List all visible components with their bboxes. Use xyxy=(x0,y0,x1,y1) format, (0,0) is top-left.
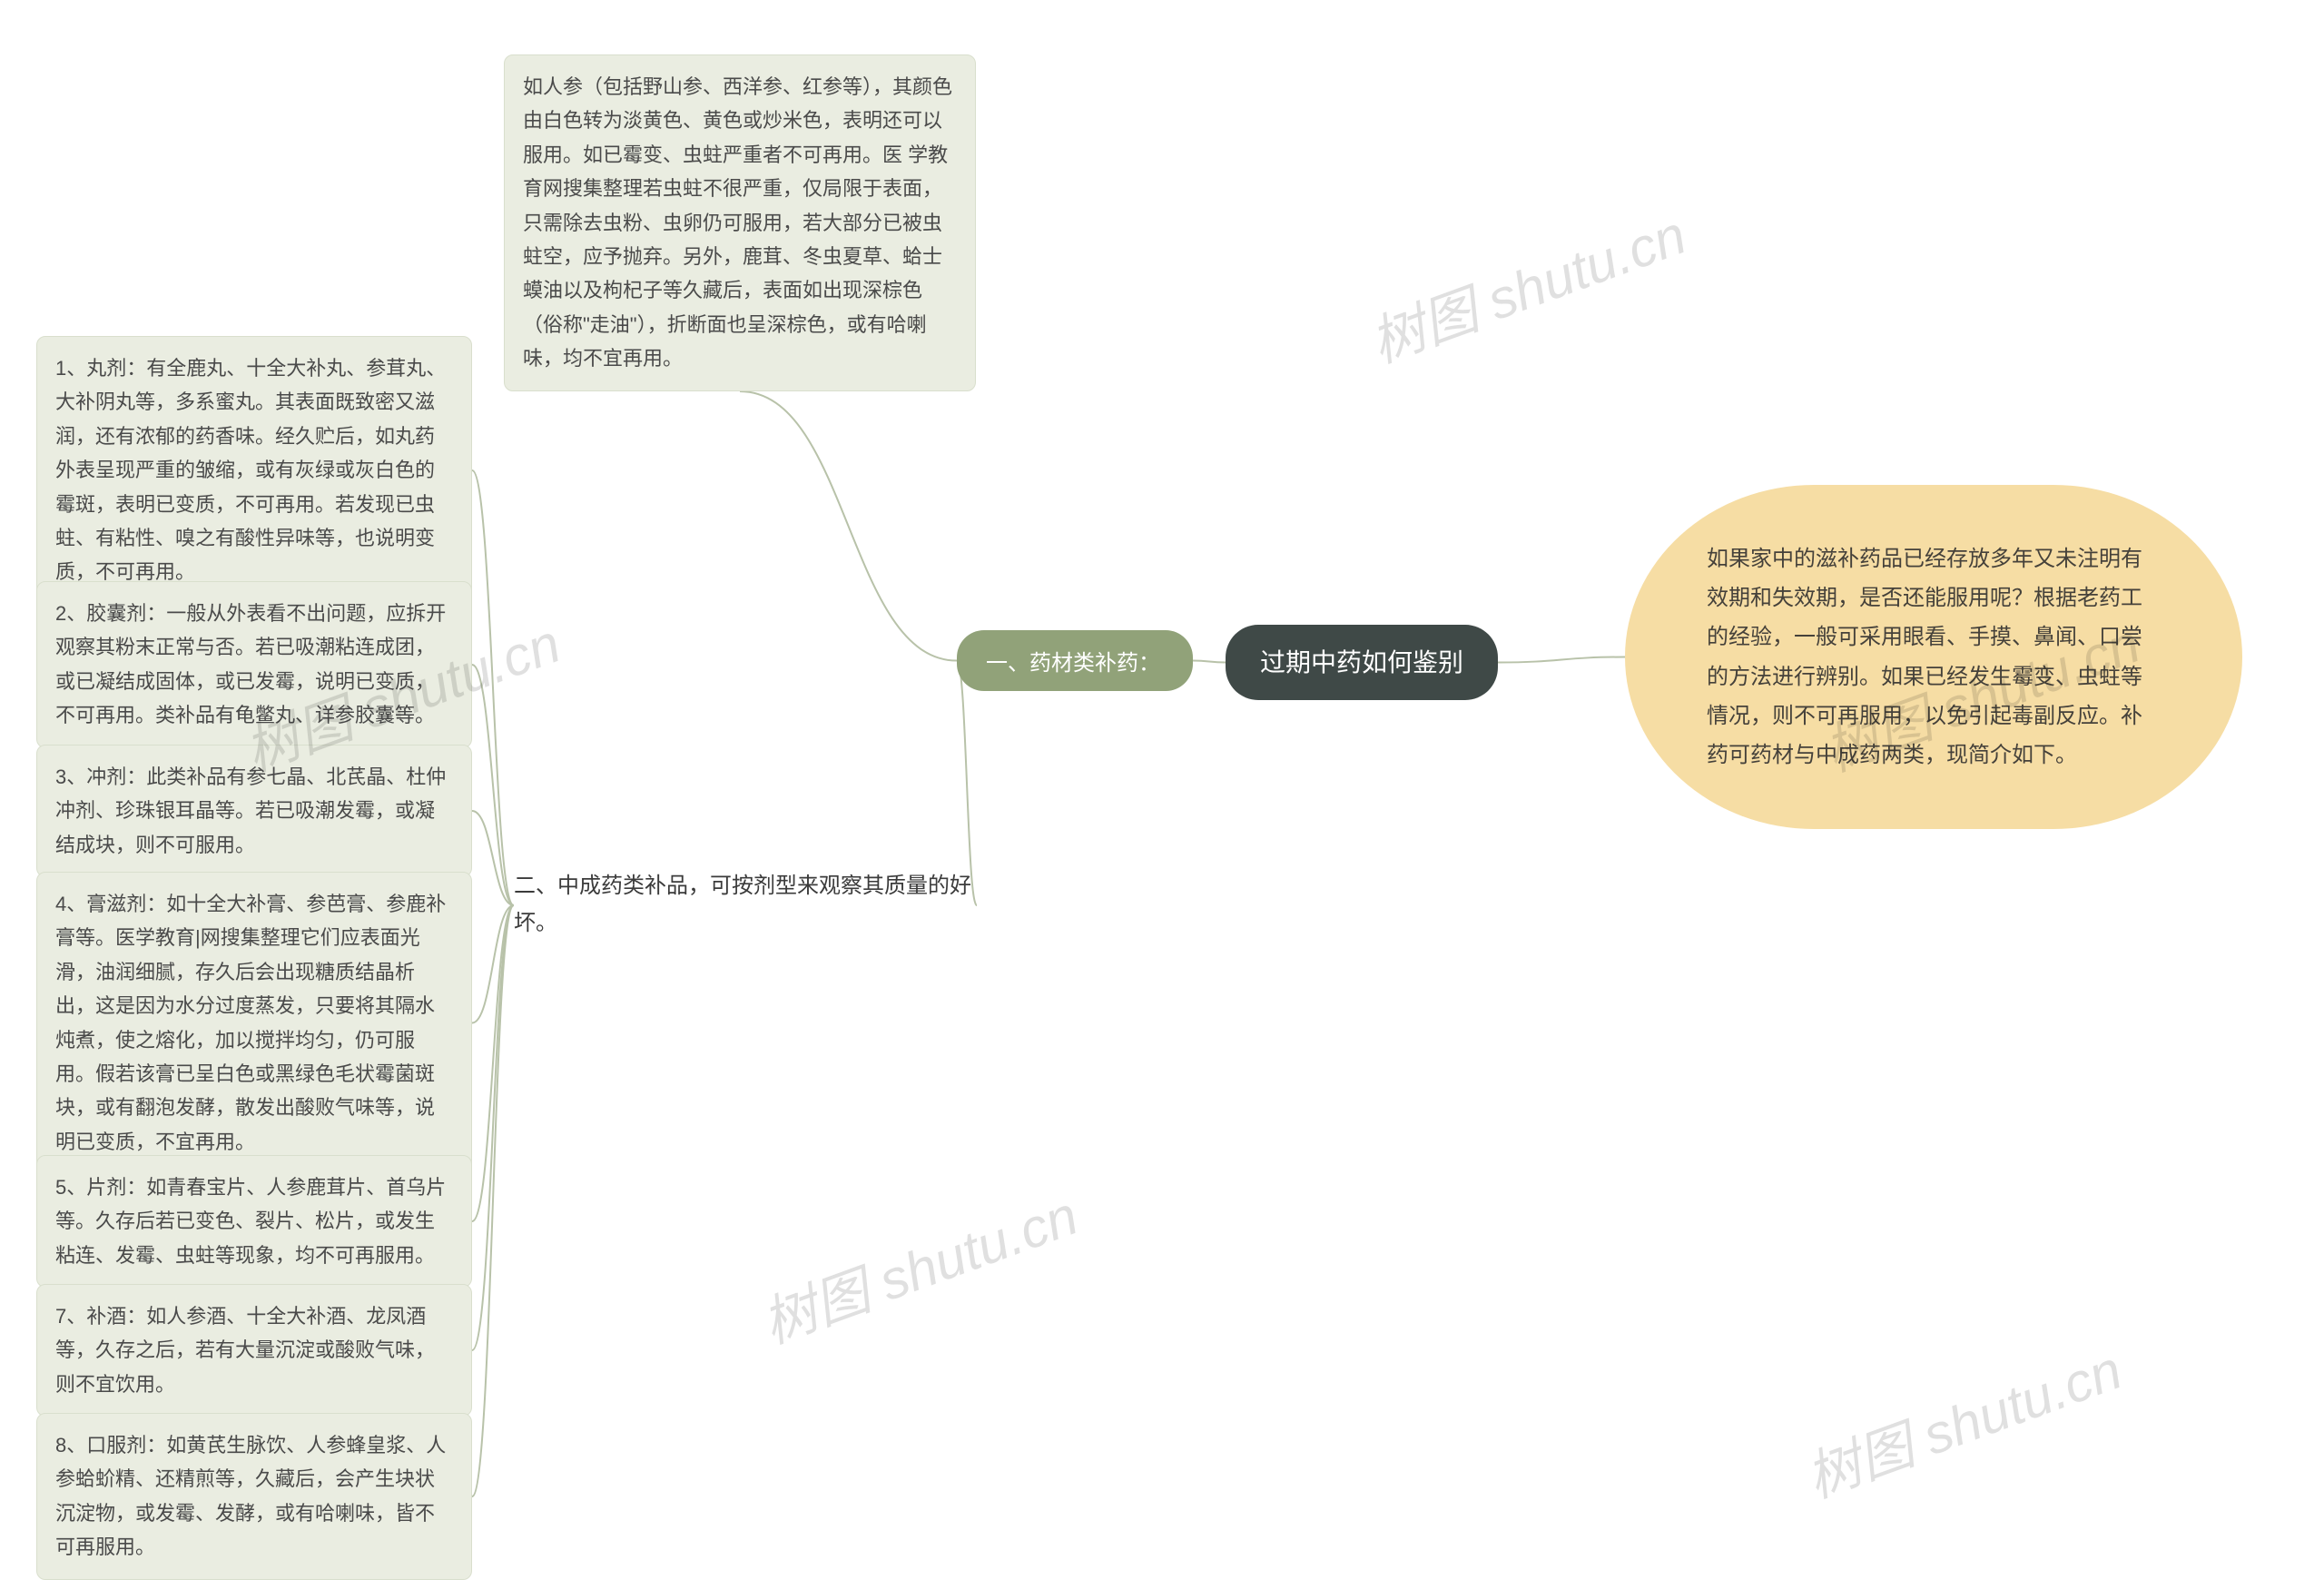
mindmap-canvas: 过期中药如何鉴别 如果家中的滋补药品已经存放多年又未注明有效期和失效期，是否还能… xyxy=(0,0,2324,1580)
connector xyxy=(472,470,514,905)
watermark: 树图 shutu.cn xyxy=(1358,191,1695,378)
connector xyxy=(472,905,514,1023)
branch-2-node[interactable]: 二、中成药类补品，可按剂型来观察其质量的好坏。 xyxy=(514,868,977,943)
leaf-8[interactable]: 8、口服剂：如黄芪生脉饮、人参蜂皇浆、人参蛤蚧精、还精煎等，久藏后，会产生块状沉… xyxy=(36,1413,472,1580)
branch-1-leaf[interactable]: 如人参（包括野山参、西洋参、红参等），其颜色由白色转为淡黄色、黄色或炒米色，表明… xyxy=(504,54,976,391)
connector xyxy=(472,905,514,1496)
leaf-4[interactable]: 4、膏滋剂：如十全大补膏、参芭膏、参鹿补膏等。医学教育|网搜集整理它们应表面光滑… xyxy=(36,872,472,1174)
leaf-3[interactable]: 3、冲剂：此类补品有参七晶、北芪晶、杜仲冲剂、珍珠银耳晶等。若已吸潮发霉，或凝结… xyxy=(36,745,472,877)
summary-node[interactable]: 如果家中的滋补药品已经存放多年又未注明有效期和失效期，是否还能服用呢？根据老药工… xyxy=(1625,485,2242,829)
connector xyxy=(472,905,514,1221)
leaf-1[interactable]: 1、丸剂：有全鹿丸、十全大补丸、参茸丸、大补阴丸等，多系蜜丸。其表面既致密又滋润… xyxy=(36,336,472,605)
connector xyxy=(472,811,514,905)
connector xyxy=(472,905,514,1350)
connector xyxy=(1498,657,1625,663)
connector xyxy=(740,391,957,661)
watermark: 树图 shutu.cn xyxy=(750,1171,1087,1358)
branch-1-node[interactable]: 一、药材类补药： xyxy=(957,630,1193,691)
leaf-7[interactable]: 7、补酒：如人参酒、十全大补酒、龙凤酒等，久存之后，若有大量沉淀或酸败气味，则不… xyxy=(36,1284,472,1417)
watermark: 树图 shutu.cn xyxy=(1794,1326,2131,1513)
connector xyxy=(472,665,514,905)
root-node[interactable]: 过期中药如何鉴别 xyxy=(1226,625,1498,700)
leaf-2[interactable]: 2、胶囊剂：一般从外表看不出问题，应拆开观察其粉末正常与否。若已吸潮粘连成团，或… xyxy=(36,581,472,748)
connector xyxy=(1193,661,1226,663)
leaf-5[interactable]: 5、片剂：如青春宝片、人参鹿茸片、首乌片等。久存后若已变色、裂片、松片，或发生粘… xyxy=(36,1155,472,1288)
